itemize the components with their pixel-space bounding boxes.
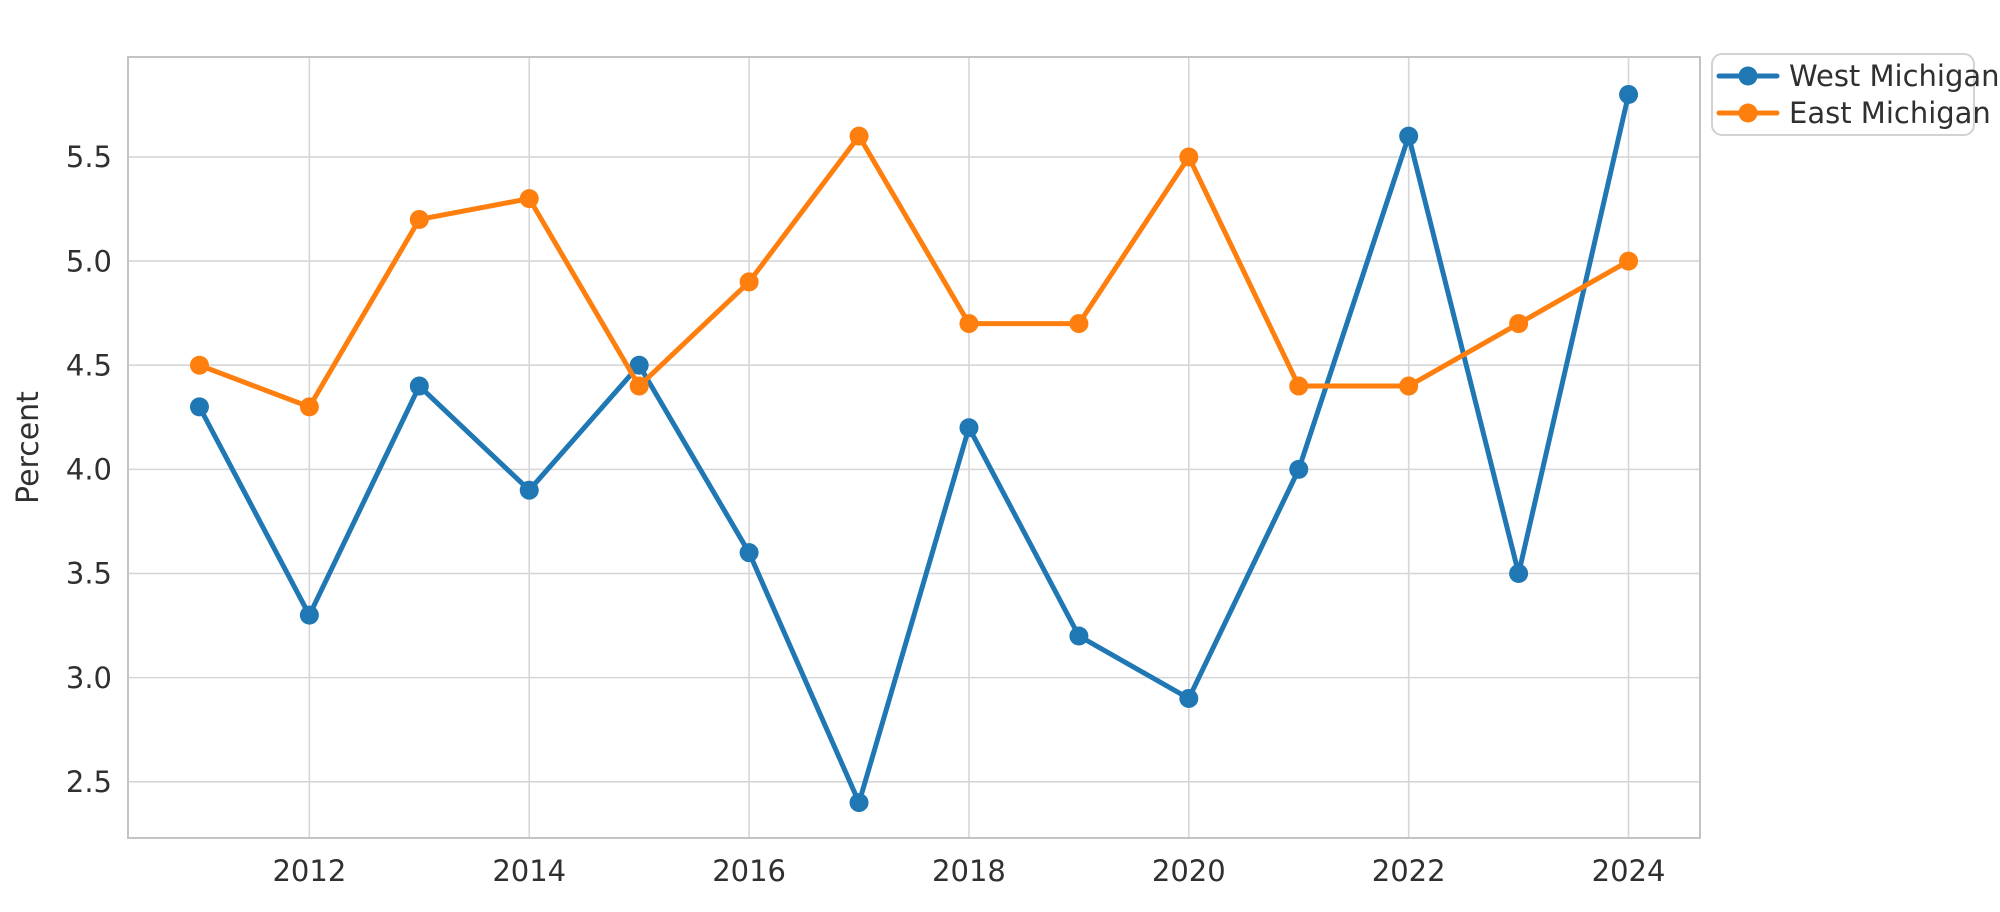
data-point-east-michigan xyxy=(1069,314,1089,334)
x-tick-label: 2012 xyxy=(272,854,346,888)
data-point-east-michigan xyxy=(739,272,759,292)
y-tick-label: 3.5 xyxy=(66,557,112,591)
y-tick-label: 4.0 xyxy=(66,453,112,487)
data-point-east-michigan xyxy=(1509,314,1529,334)
data-point-east-michigan xyxy=(1289,376,1309,396)
x-tick-label: 2016 xyxy=(712,854,786,888)
data-point-east-michigan xyxy=(629,376,649,396)
data-point-west-michigan xyxy=(849,793,869,813)
y-tick-label: 4.5 xyxy=(66,348,112,382)
x-tick-label: 2024 xyxy=(1592,854,1666,888)
data-point-west-michigan xyxy=(519,480,539,500)
data-point-west-michigan xyxy=(189,397,209,417)
data-point-west-michigan xyxy=(1069,626,1089,646)
data-point-west-michigan xyxy=(1179,688,1199,708)
x-tick-label: 2020 xyxy=(1152,854,1226,888)
data-point-east-michigan xyxy=(519,189,539,209)
data-point-east-michigan xyxy=(189,355,209,375)
series-line-west-michigan xyxy=(196,91,1632,806)
series-line-east-michigan xyxy=(196,133,1632,410)
data-point-west-michigan xyxy=(409,376,429,396)
data-point-east-michigan xyxy=(959,314,979,334)
y-axis-label: Percent xyxy=(11,391,46,504)
data-point-east-michigan xyxy=(1179,147,1199,167)
y-tick-label: 5.5 xyxy=(66,140,112,174)
data-point-west-michigan xyxy=(1289,459,1309,479)
data-point-east-michigan xyxy=(409,209,429,229)
data-point-west-michigan xyxy=(959,418,979,438)
plot-border xyxy=(127,56,1701,839)
data-point-east-michigan xyxy=(299,397,319,417)
data-point-west-michigan xyxy=(1399,126,1419,146)
data-point-east-michigan xyxy=(849,126,869,146)
data-point-west-michigan xyxy=(299,605,319,625)
data-point-west-michigan xyxy=(739,543,759,563)
legend-sample-marker-east-michigan xyxy=(1738,103,1758,123)
y-tick-label: 3.0 xyxy=(66,661,112,695)
data-point-east-michigan xyxy=(1399,376,1419,396)
legend-label-west-michigan: West Michigan xyxy=(1789,59,2000,93)
y-tick-label: 2.5 xyxy=(66,765,112,799)
y-tick-label: 5.0 xyxy=(66,244,112,278)
legend-sample-marker-west-michigan xyxy=(1738,66,1758,86)
data-point-east-michigan xyxy=(1619,251,1639,271)
x-tick-label: 2018 xyxy=(932,854,1006,888)
x-tick-label: 2022 xyxy=(1372,854,1446,888)
data-point-west-michigan xyxy=(1509,564,1529,584)
x-tick-label: 2014 xyxy=(492,854,566,888)
data-point-west-michigan xyxy=(629,355,649,375)
legend-label-east-michigan: East Michigan xyxy=(1789,96,1991,130)
data-point-west-michigan xyxy=(1619,84,1639,104)
